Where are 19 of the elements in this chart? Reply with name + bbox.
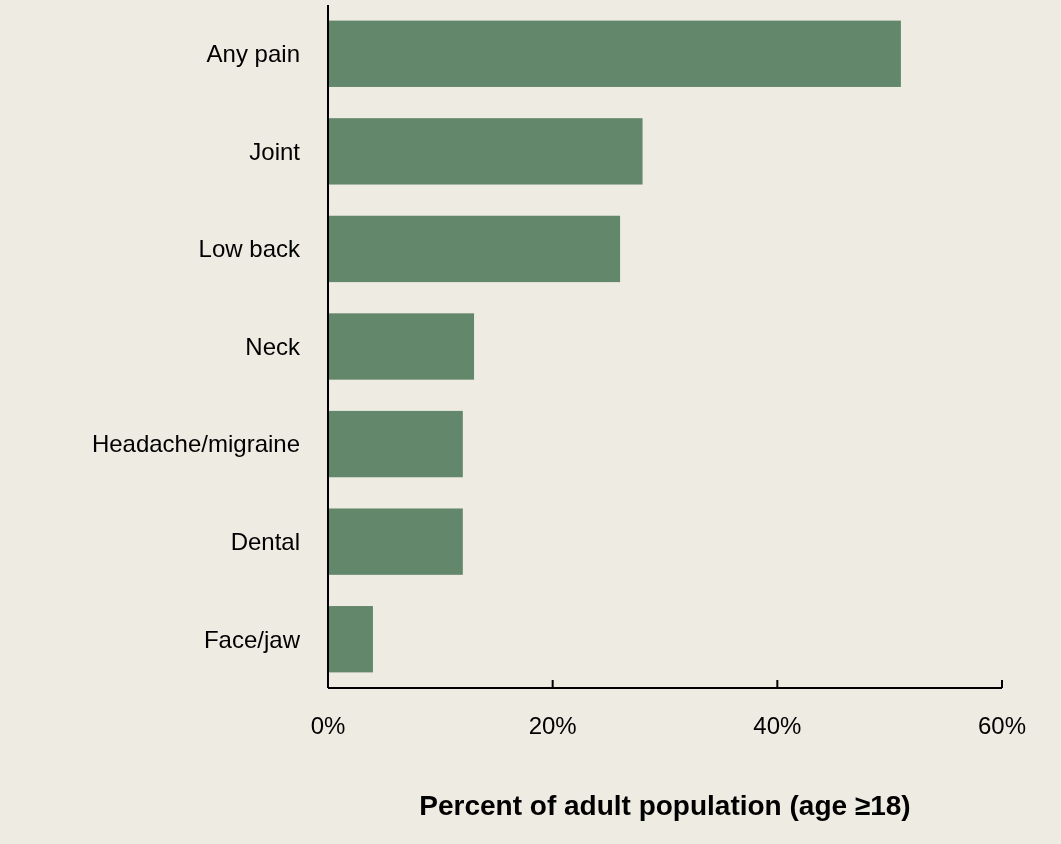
y-tick-label: Headache/migraine: [91, 430, 300, 458]
y-tick-label: Face/jaw: [203, 625, 301, 653]
bar: [328, 118, 643, 185]
bar: [328, 20, 901, 87]
y-tick-label: Low back: [198, 235, 301, 263]
bar: [328, 313, 475, 380]
x-tick-label: 60%: [977, 712, 1027, 739]
bar: [328, 215, 621, 283]
x-tick-label: 20%: [528, 712, 577, 739]
x-tick-label: 0%: [310, 712, 346, 739]
y-tick-label: Dental: [230, 528, 300, 556]
y-tick-label: Joint: [249, 137, 301, 165]
y-tick-label: Any pain: [206, 40, 300, 68]
y-tick-label: Neck: [245, 332, 301, 360]
x-tick-label: 40%: [753, 712, 802, 739]
bar: [328, 508, 463, 575]
bar: [328, 410, 463, 478]
x-axis-title: Percent of adult population (age ≥18): [419, 790, 911, 821]
bar: [328, 606, 373, 673]
